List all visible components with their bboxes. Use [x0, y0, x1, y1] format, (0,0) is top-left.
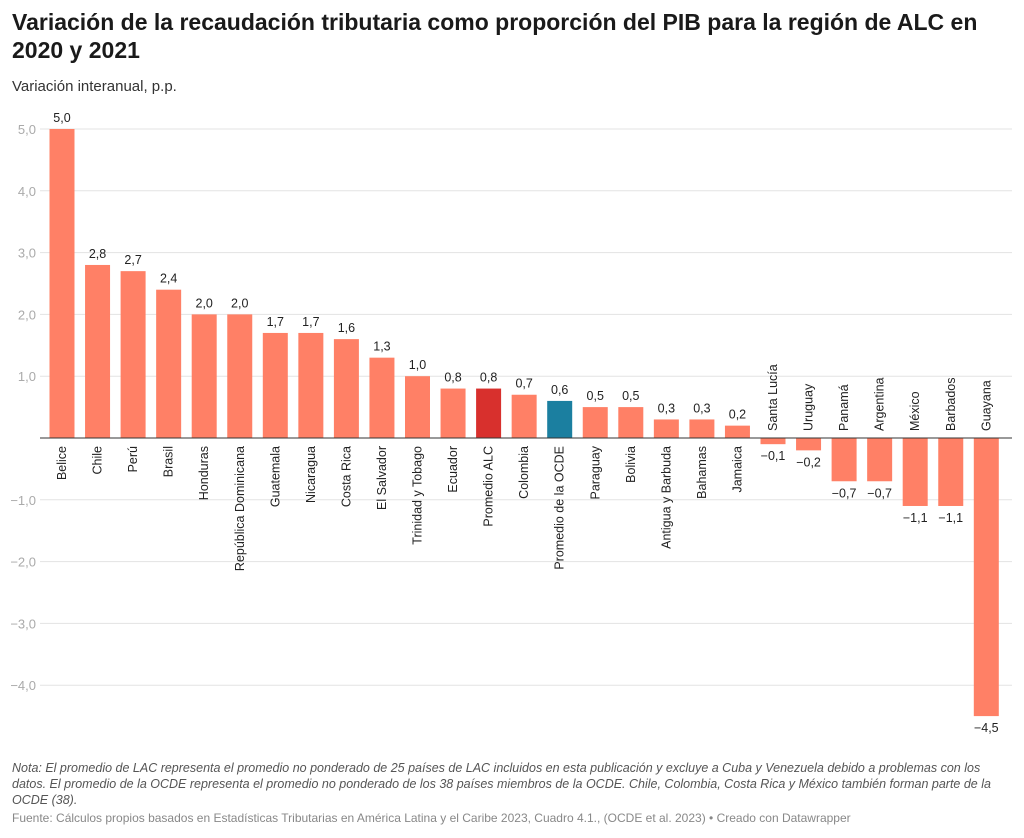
value-label: 0,3 [693, 401, 710, 415]
category-label: Colombia [517, 446, 531, 499]
value-label: 0,3 [658, 401, 675, 415]
bar [724, 425, 750, 438]
bar [582, 407, 608, 438]
category-label: Costa Rica [339, 446, 353, 507]
category-label: Perú [126, 446, 140, 472]
bar [333, 339, 359, 438]
bar [369, 357, 395, 438]
bar [49, 129, 75, 438]
category-label: Argentina [873, 377, 887, 431]
value-label: −0,7 [832, 486, 857, 500]
category-label: Santa Lucía [766, 364, 780, 431]
value-label: −0,1 [761, 449, 786, 463]
value-label: −1,1 [903, 511, 928, 525]
bar [653, 419, 679, 438]
y-tick-label: 5,0 [18, 122, 36, 137]
category-label: Bolivia [624, 446, 638, 483]
category-label: República Dominicana [233, 446, 247, 571]
category-label: Nicaragua [304, 446, 318, 503]
y-tick-label: 1,0 [18, 369, 36, 384]
chart-note: Nota: El promedio de LAC representa el p… [12, 761, 991, 807]
y-tick-label: 3,0 [18, 246, 36, 261]
category-label: Guatemala [268, 446, 282, 507]
bar [227, 314, 253, 438]
value-label: 1,7 [267, 315, 284, 329]
value-label: 0,6 [551, 383, 568, 397]
category-label: Uruguay [802, 383, 816, 431]
bar [476, 388, 502, 438]
bar [405, 376, 430, 438]
y-tick-label: 2,0 [18, 307, 36, 322]
y-tick-label: −3,0 [10, 616, 36, 631]
category-label: Brasil [162, 446, 176, 477]
category-label: Trinidad y Tobago [411, 446, 425, 545]
category-label: Bahamas [695, 446, 709, 499]
category-label: Jamaica [730, 446, 744, 493]
value-label: 2,0 [196, 296, 213, 310]
chart-title: Variación de la recaudación tributaria c… [12, 9, 978, 63]
value-label: 2,4 [160, 272, 177, 286]
category-label: Promedio de la OCDE [553, 446, 567, 570]
category-label: Paraguay [588, 445, 602, 499]
category-label: Promedio ALC [482, 446, 496, 527]
bar [298, 332, 324, 438]
bar [440, 388, 466, 438]
value-label: 1,7 [302, 315, 319, 329]
bar [85, 264, 111, 438]
bar [867, 438, 893, 482]
bar [156, 289, 182, 438]
bar [902, 438, 928, 506]
y-tick-label: 4,0 [18, 184, 36, 199]
value-label: −4,5 [974, 721, 999, 735]
category-label: Chile [91, 446, 105, 475]
value-label: 1,6 [338, 321, 355, 335]
value-label: 0,7 [515, 377, 532, 391]
chart-source: Fuente: Cálculos propios basados en Esta… [12, 811, 851, 825]
bar [262, 332, 288, 438]
value-label: 2,0 [231, 296, 248, 310]
bar [796, 438, 822, 451]
category-label: Guayana [979, 380, 993, 431]
value-label: 1,3 [373, 340, 390, 354]
category-label: México [908, 391, 922, 431]
value-label: 0,2 [729, 408, 746, 422]
value-label: −0,2 [796, 455, 821, 469]
value-label: 0,8 [444, 371, 461, 385]
bar [689, 419, 715, 438]
value-label: 0,8 [480, 371, 497, 385]
y-tick-label: −1,0 [10, 493, 36, 508]
category-label: Antigua y Barbuda [659, 446, 673, 549]
bar [191, 314, 217, 438]
y-tick-label: −4,0 [10, 678, 36, 693]
category-label: El Salvador [375, 446, 389, 510]
value-label: 0,5 [622, 389, 639, 403]
bar [618, 407, 644, 438]
value-label: 0,5 [587, 389, 604, 403]
value-label: −1,1 [938, 511, 963, 525]
chart-subtitle: Variación interanual, p.p. [12, 78, 177, 95]
bar [760, 438, 786, 445]
bar [973, 438, 999, 717]
value-label: −0,7 [867, 486, 892, 500]
category-label: Ecuador [446, 446, 460, 493]
bar [831, 438, 857, 482]
value-label: 2,8 [89, 247, 106, 261]
bar [120, 271, 146, 438]
value-label: 1,0 [409, 358, 426, 372]
value-label: 2,7 [124, 253, 141, 267]
category-label: Honduras [197, 446, 211, 500]
category-label: Panamá [837, 384, 851, 431]
category-label: Belice [55, 446, 69, 480]
category-label: Barbados [944, 377, 958, 431]
bar [938, 438, 964, 506]
y-tick-label: −2,0 [10, 555, 36, 570]
bar [511, 394, 537, 438]
bar [547, 400, 573, 438]
value-label: 5,0 [53, 111, 70, 125]
bar-chart: 5,0 4,0 3,0 2,0 1,0 −1,0 −2,0 −3,0 −4,0 5,0 Belice… [10, 111, 1012, 735]
